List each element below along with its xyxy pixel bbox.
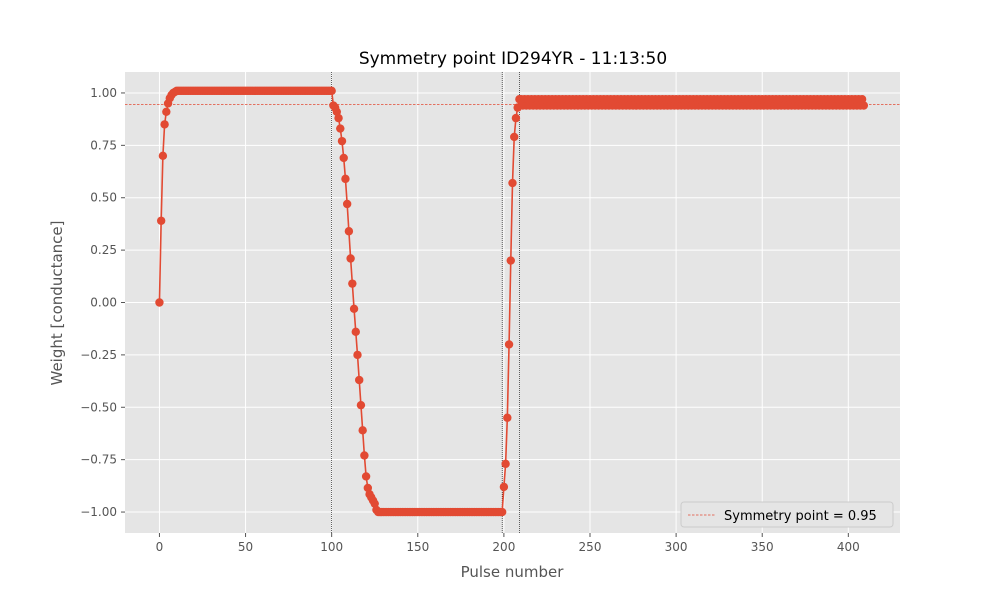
x-tick-label: 200 [492,540,515,554]
data-point [162,107,171,117]
legend-box [680,501,894,528]
x-tick-label: 350 [751,540,774,554]
data-point [506,256,515,265]
data-point [508,178,517,188]
y-axis-label: Weight [conductance] [48,221,66,386]
data-point [355,375,364,385]
x-tick-label: 300 [665,540,688,554]
data-point [337,136,347,146]
x-tick-label: 100 [320,540,343,554]
y-tick-label: 0.00 [90,296,117,310]
data-point [503,413,512,422]
data-point [156,216,166,225]
data-point [341,174,350,184]
data-point [351,327,360,337]
data-point [334,113,343,123]
legend-label: Symmetry point = 0.95 [724,509,877,524]
y-tick-label: 0.25 [90,243,117,257]
data-point [370,499,379,508]
data-point [499,482,509,492]
data-point [353,350,362,360]
x-tick-label: 150 [406,540,429,554]
x-axis-ticks: 0 50 100 150 200 250 300 350 400 [156,533,860,554]
data-point [504,340,514,349]
data-point [497,507,507,517]
data-point [510,132,519,142]
data-point [342,199,352,209]
data-point [501,459,510,469]
y-tick-label: 0.75 [90,138,117,152]
x-tick-label: 50 [238,540,253,554]
data-series [155,86,869,517]
data-point [859,101,869,110]
data-point [332,107,342,117]
data-point [857,95,867,104]
data-point [339,153,348,163]
x-axis-label: Pulse number [461,563,565,581]
data-point [160,120,169,129]
data-point [361,472,371,481]
data-point [348,279,357,288]
y-tick-label: −0.75 [80,453,117,467]
data-point [158,151,168,161]
y-tick-label: −1.00 [80,505,117,519]
x-tick-label: 400 [837,540,860,554]
x-tick-label: 250 [579,540,602,554]
data-point [358,426,367,435]
x-tick-label: 0 [156,540,164,554]
data-point [349,304,359,313]
legend: Symmetry point = 0.95 [680,501,894,528]
data-point [155,298,164,307]
data-point [327,86,336,96]
data-point [511,113,521,123]
data-point [356,400,366,410]
y-axis-ticks: −1.00 −0.75 −0.50 −0.25 0.00 0.25 0.50 0.75 1.00 [80,86,125,519]
data-point [344,227,354,236]
data-point [336,124,345,133]
y-tick-label: 0.50 [90,191,117,205]
y-tick-label: −0.50 [80,400,117,414]
y-tick-label: 1.00 [90,86,117,100]
data-point [360,451,369,460]
chart-title: Symmetry point ID294YR - 11:13:50 [359,49,667,69]
y-tick-label: −0.25 [80,348,117,362]
data-point [346,254,355,263]
